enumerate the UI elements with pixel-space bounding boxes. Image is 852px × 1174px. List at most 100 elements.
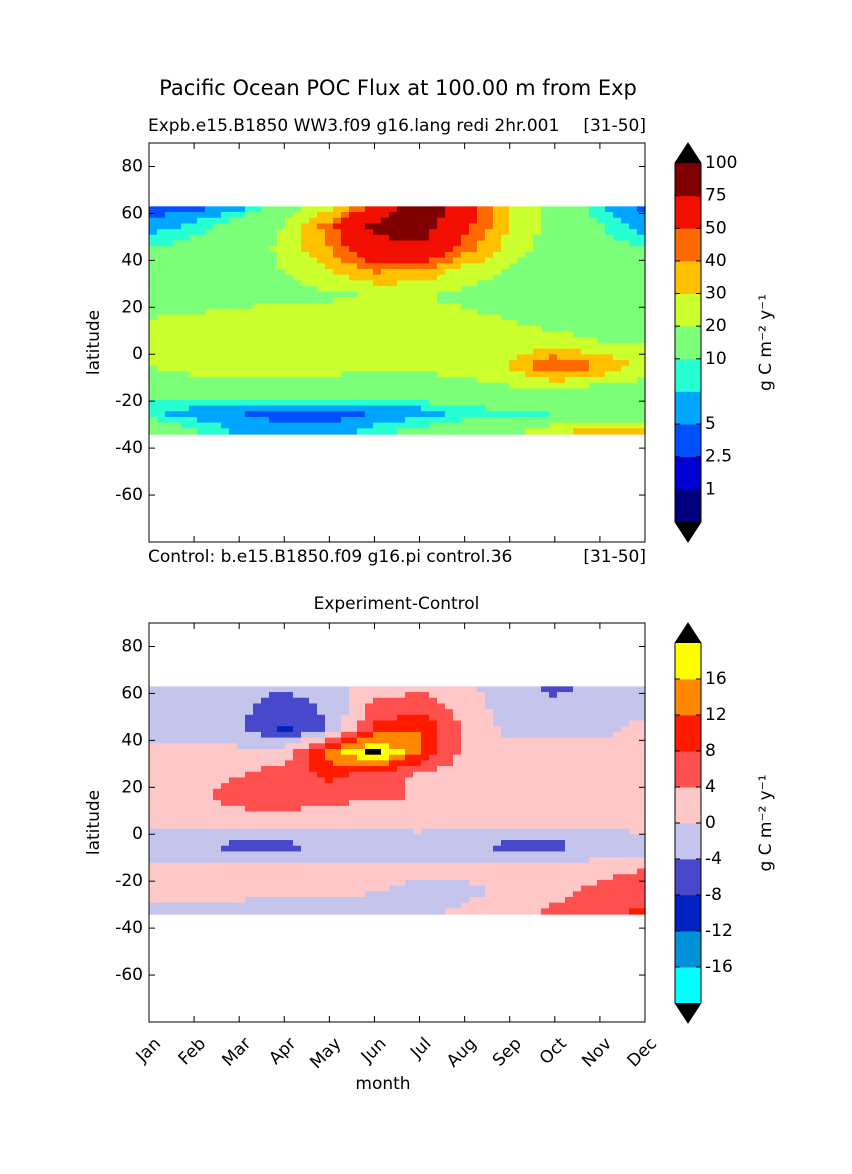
heatmap-cell bbox=[589, 268, 598, 276]
heatmap-cell bbox=[205, 902, 214, 909]
heatmap-cell bbox=[181, 896, 190, 904]
heatmap-cell bbox=[549, 268, 558, 276]
heatmap-cell bbox=[237, 314, 246, 321]
heatmap-cell bbox=[205, 709, 214, 716]
heatmap-cell bbox=[493, 308, 502, 316]
heatmap-cell bbox=[565, 697, 574, 705]
heatmap-cell bbox=[381, 874, 390, 881]
heatmap-cell bbox=[469, 709, 478, 716]
heatmap-cell bbox=[597, 291, 606, 299]
heatmap-cell bbox=[525, 257, 534, 264]
heatmap-cell bbox=[525, 331, 534, 338]
heatmap-cell bbox=[357, 314, 366, 321]
heatmap-cell bbox=[389, 257, 398, 264]
heatmap-cell bbox=[237, 331, 246, 338]
colorbar-segment bbox=[675, 456, 701, 490]
heatmap-cell bbox=[325, 783, 334, 790]
heatmap-cell bbox=[445, 377, 454, 384]
heatmap-cell bbox=[205, 223, 214, 230]
heatmap-cell bbox=[437, 692, 446, 699]
heatmap-cell bbox=[397, 896, 406, 904]
heatmap-cell bbox=[253, 760, 262, 767]
heatmap-cell bbox=[453, 788, 462, 796]
heatmap-cell bbox=[549, 692, 558, 699]
heatmap-cell bbox=[261, 303, 270, 310]
heatmap-cell bbox=[469, 411, 478, 418]
heatmap-cell bbox=[581, 817, 590, 824]
heatmap-cell bbox=[453, 845, 462, 853]
heatmap-cell bbox=[381, 811, 390, 818]
heatmap-cell bbox=[509, 703, 518, 710]
heatmap-cell bbox=[509, 896, 518, 904]
heatmap-cell bbox=[285, 234, 294, 242]
heatmap-cell bbox=[269, 788, 278, 796]
heatmap-cell bbox=[533, 777, 542, 784]
heatmap-cell bbox=[453, 360, 462, 367]
heatmap-cell bbox=[405, 766, 414, 773]
heatmap-cell bbox=[293, 320, 302, 327]
heatmap-cell bbox=[477, 399, 486, 407]
heatmap-cell bbox=[549, 371, 558, 378]
heatmap-cell bbox=[573, 388, 582, 395]
heatmap-cell bbox=[413, 726, 422, 733]
colorbar-tick-label: 100 bbox=[705, 153, 737, 173]
heatmap-cell bbox=[637, 342, 646, 350]
heatmap-cell bbox=[261, 783, 270, 790]
heatmap-cell bbox=[253, 686, 262, 693]
heatmap-cell bbox=[461, 291, 470, 299]
heatmap-cell bbox=[213, 246, 222, 253]
heatmap-cell bbox=[325, 360, 334, 367]
heatmap-cell bbox=[565, 405, 574, 412]
heatmap-cell bbox=[557, 737, 566, 744]
heatmap-cell bbox=[485, 217, 494, 225]
heatmap-cell bbox=[629, 851, 638, 858]
heatmap-cell bbox=[165, 411, 174, 418]
heatmap-cell bbox=[405, 788, 414, 796]
heatmap-cell bbox=[501, 874, 510, 881]
heatmap-cell bbox=[341, 377, 350, 384]
heatmap-cell bbox=[333, 686, 342, 693]
heatmap-cell bbox=[413, 308, 422, 316]
heatmap-cell bbox=[397, 274, 406, 281]
heatmap-cell bbox=[629, 297, 638, 304]
heatmap-cell bbox=[237, 874, 246, 881]
heatmap-cell bbox=[221, 320, 230, 327]
heatmap-cell bbox=[493, 737, 502, 744]
heatmap-cell bbox=[453, 274, 462, 281]
heatmap-cell bbox=[301, 896, 310, 904]
heatmap-cell bbox=[309, 263, 318, 270]
heatmap-cell bbox=[541, 834, 550, 841]
heatmap-cell bbox=[485, 411, 494, 418]
heatmap-cell bbox=[165, 428, 174, 435]
heatmap-cell bbox=[501, 731, 510, 739]
heatmap-cell bbox=[589, 394, 598, 401]
heatmap-cell bbox=[317, 760, 326, 767]
heatmap-cell bbox=[245, 303, 254, 310]
heatmap-cell bbox=[261, 268, 270, 276]
heatmap-cell bbox=[533, 783, 542, 790]
heatmap-cell bbox=[533, 686, 542, 693]
heatmap-cell bbox=[229, 891, 238, 898]
heatmap-cell bbox=[269, 382, 278, 390]
heatmap-cell bbox=[413, 365, 422, 373]
heatmap-cell bbox=[421, 371, 430, 378]
heatmap-cell bbox=[477, 263, 486, 270]
heatmap-cell bbox=[565, 286, 574, 293]
heatmap-cell bbox=[461, 240, 470, 247]
heatmap-cell bbox=[309, 422, 318, 429]
heatmap-cell bbox=[397, 382, 406, 390]
heatmap-cell bbox=[389, 246, 398, 253]
heatmap-cell bbox=[501, 845, 510, 853]
heatmap-cell bbox=[157, 885, 166, 892]
heatmap-cell bbox=[269, 240, 278, 247]
heatmap-cell bbox=[285, 206, 294, 213]
heatmap-cell bbox=[205, 377, 214, 384]
heatmap-cell bbox=[189, 229, 198, 236]
heatmap-cell bbox=[189, 411, 198, 418]
heatmap-cell bbox=[189, 325, 198, 333]
heatmap-cell bbox=[629, 857, 638, 864]
heatmap-cell bbox=[261, 822, 270, 830]
heatmap-cell bbox=[621, 229, 630, 236]
heatmap-cell bbox=[357, 902, 366, 909]
heatmap-cell bbox=[613, 720, 622, 727]
